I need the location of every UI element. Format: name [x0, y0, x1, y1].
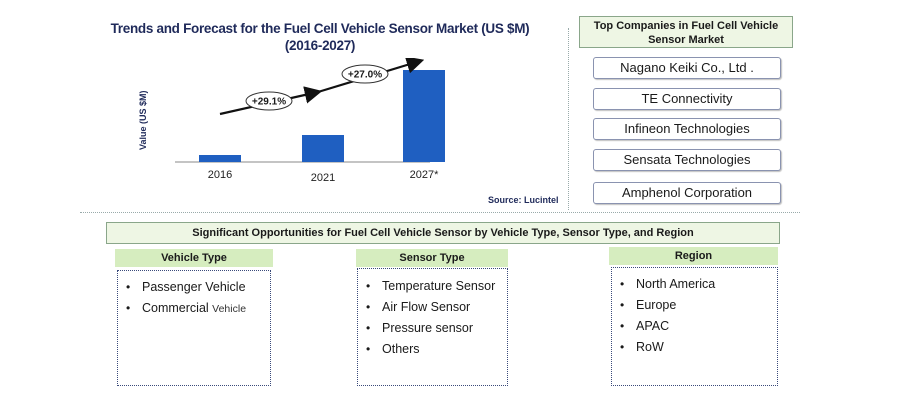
growth-label-1: +29.1%	[252, 97, 286, 108]
chart-title: Trends and Forecast for the Fuel Cell Ve…	[110, 20, 530, 54]
list-item-label: Europe	[636, 298, 677, 312]
region-box: • North America • Europe • APAC • RoW	[611, 267, 778, 386]
bar-2021	[302, 135, 344, 162]
sensor-type-list: • Temperature Sensor • Air Flow Sensor •…	[358, 269, 507, 360]
chart-source: Source: Lucintel	[488, 195, 559, 205]
bullet-icon: •	[366, 300, 371, 314]
list-item-label: North America	[636, 277, 716, 291]
list-item-label: Passenger Vehicle	[142, 280, 246, 294]
sensor-type-box: • Temperature Sensor • Air Flow Sensor •…	[357, 268, 508, 386]
chart-title-line2: (2016-2027)	[284, 38, 356, 53]
list-item: • Commercial Vehicle	[118, 298, 270, 320]
list-item: • RoW	[612, 337, 777, 358]
growth-label-2: +27.0%	[348, 70, 382, 81]
company-box: Infineon Technologies	[593, 118, 781, 140]
list-item: • APAC	[612, 316, 777, 337]
bullet-icon: •	[366, 342, 371, 356]
vehicle-type-header: Vehicle Type	[115, 249, 273, 267]
list-item: • Others	[358, 339, 507, 360]
opportunities-banner: Significant Opportunities for Fuel Cell …	[106, 222, 780, 244]
list-item: • Air Flow Sensor	[358, 297, 507, 318]
chart-title-line1: Trends and Forecast for the Fuel Cell Ve…	[110, 21, 530, 36]
list-item-label: Air Flow Sensor	[382, 300, 471, 314]
y-axis-label: Value (US $M)	[138, 90, 148, 150]
bullet-icon: •	[620, 298, 625, 312]
bar-2016	[199, 155, 241, 162]
vehicle-type-list: • Passenger Vehicle • Commercial Vehicle	[118, 271, 270, 320]
bar-chart: Value (US $M) 2016 2021 2027* +29.1% +27.0…	[138, 58, 445, 184]
x-tick-label: 2027*	[410, 169, 439, 181]
bullet-icon: •	[366, 321, 371, 335]
growth-bubble-2	[341, 64, 389, 84]
list-item-label: Pressure sensor	[382, 321, 474, 335]
bullet-icon: •	[126, 301, 131, 315]
list-item: • Temperature Sensor	[358, 276, 507, 297]
bullet-icon: •	[366, 279, 371, 293]
list-item-label: Others	[382, 342, 420, 356]
list-item: • Passenger Vehicle	[118, 277, 270, 298]
horizontal-divider	[80, 212, 800, 213]
sensor-type-header: Sensor Type	[356, 249, 508, 267]
companies-title: Top Companies in Fuel Cell Vehicle Senso…	[579, 16, 793, 48]
x-tick-label: 2021	[311, 172, 335, 184]
region-header: Region	[609, 247, 778, 265]
vertical-divider	[568, 28, 569, 210]
company-box: TE Connectivity	[593, 88, 781, 110]
bullet-icon: •	[620, 277, 625, 291]
list-item-label-suffix: Vehicle	[212, 303, 247, 315]
company-box: Sensata Technologies	[593, 149, 781, 171]
vehicle-type-box: • Passenger Vehicle • Commercial Vehicle	[117, 270, 271, 386]
bullet-icon: •	[620, 340, 625, 354]
list-item: • Pressure sensor	[358, 318, 507, 339]
list-item-label: Commercial	[142, 301, 209, 315]
list-item-label: APAC	[636, 319, 670, 333]
region-list: • North America • Europe • APAC • RoW	[612, 268, 777, 358]
list-item: • Europe	[612, 295, 777, 316]
list-item-label: Temperature Sensor	[382, 279, 496, 293]
company-box: Amphenol Corporation	[593, 182, 781, 204]
bullet-icon: •	[126, 280, 131, 294]
x-tick-label: 2016	[208, 169, 232, 181]
company-box: Nagano Keiki Co., Ltd .	[593, 57, 781, 79]
list-item-label: RoW	[636, 340, 664, 354]
growth-bubble-1	[245, 91, 293, 111]
bullet-icon: •	[620, 319, 625, 333]
list-item: • North America	[612, 274, 777, 295]
bar-2027	[403, 70, 445, 162]
